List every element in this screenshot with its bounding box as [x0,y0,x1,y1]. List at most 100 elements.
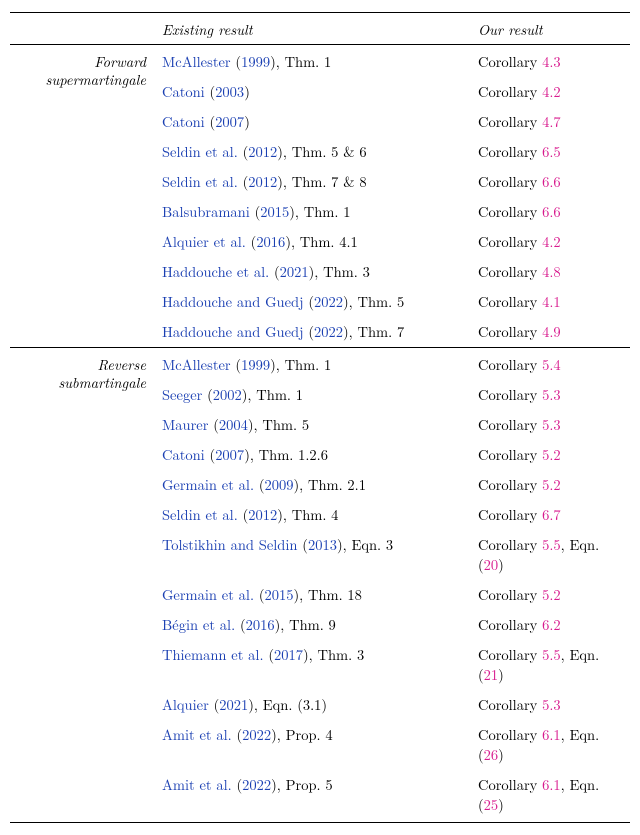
citation-author[interactable]: Haddouche et al. [162,262,269,282]
corollary-ref[interactable]: 5.2 [542,585,561,605]
citation-author[interactable]: Alquier et al. [162,232,246,252]
existing-result-cell: Catoni (2003) [154,77,470,107]
citation-year[interactable]: 2015 [264,585,293,605]
corollary-ref[interactable]: 21 [484,665,499,685]
citation-author[interactable]: Germain et al. [162,585,254,605]
citation-author[interactable]: Catoni [162,82,205,102]
corollary-ref[interactable]: 25 [484,795,499,815]
corollary-ref[interactable]: 4.3 [542,52,561,72]
our-result-cell: Corollary 6.7 [470,500,630,530]
citation-author[interactable]: Alquier [162,695,209,715]
citation-author[interactable]: Seldin et al. [162,172,238,192]
our-result-cell: Corollary 4.9 [470,317,630,348]
citation-year[interactable]: 2004 [219,415,248,435]
citation-year[interactable]: 2021 [219,695,248,715]
citation-year[interactable]: 2002 [213,385,242,405]
corollary-ref[interactable]: 6.2 [542,615,561,635]
corollary-ref[interactable]: 5.5 [542,535,561,555]
citation-author[interactable]: Germain et al. [162,475,254,495]
citation-year[interactable]: 2021 [280,262,309,282]
citation-author[interactable]: Amit et al. [162,725,232,745]
existing-result-cell: McAllester (1999), Thm. 1 [154,350,470,380]
citation-author[interactable]: Balsubramani [162,202,250,222]
group-label-line: Forward [18,53,146,71]
table-row: ReversesubmartingaleMcAllester (1999), T… [10,350,630,380]
citation-year[interactable]: 2012 [248,505,277,525]
corollary-ref[interactable]: 5.4 [542,355,561,375]
corollary-ref[interactable]: 5.2 [542,475,561,495]
citation-author[interactable]: Seldin et al. [162,142,238,162]
corollary-ref[interactable]: 5.2 [542,445,561,465]
citation-year[interactable]: 2022 [314,292,343,312]
citation-year[interactable]: 2007 [215,112,244,132]
corollary-ref[interactable]: 6.1 [542,725,561,745]
corollary-ref[interactable]: 4.2 [542,82,561,102]
corollary-ref[interactable]: 4.2 [542,232,561,252]
table-row: ForwardsupermartingaleMcAllester (1999),… [10,47,630,77]
citation-year[interactable]: 1999 [241,355,270,375]
corollary-ref[interactable]: 5.5 [542,645,561,665]
citation-year[interactable]: 2003 [215,82,244,102]
citation-author[interactable]: Catoni [162,112,205,132]
existing-result-cell: Alquier (2021), Eqn. (3.1) [154,690,470,720]
citation-author[interactable]: Haddouche and Guedj [162,292,304,312]
our-result-cell: Corollary 5.4 [470,350,630,380]
corollary-ref[interactable]: 5.3 [542,415,561,435]
corollary-ref[interactable]: 5.3 [542,695,561,715]
corollary-ref[interactable]: 20 [484,555,499,575]
citation-year[interactable]: 2022 [242,775,271,795]
citation-year[interactable]: 2009 [264,475,293,495]
corollary-ref[interactable]: 4.8 [542,262,561,282]
citation-year[interactable]: 2007 [215,445,244,465]
existing-result-cell: Catoni (2007) [154,107,470,137]
our-result-cell: Corollary 5.5, Eqn. (20) [470,530,630,580]
citation-author[interactable]: Bégin et al. [162,615,235,635]
corollary-ref[interactable]: 6.7 [542,505,561,525]
corollary-ref[interactable]: 6.1 [542,775,561,795]
corollary-ref[interactable]: 4.7 [542,112,561,132]
corollary-ref[interactable]: 4.9 [542,322,561,342]
existing-result-cell: Amit et al. (2022), Prop. 5 [154,770,470,820]
citation-year[interactable]: 2022 [314,322,343,342]
citation-author[interactable]: Tolstikhin and Seldin [162,535,297,555]
corollary-ref[interactable]: 6.5 [542,142,561,162]
group-label-line: submartingale [18,374,146,392]
citation-author[interactable]: McAllester [162,355,231,375]
corollary-ref[interactable]: 6.6 [542,172,561,192]
existing-result-cell: Tolstikhin and Seldin (2013), Eqn. 3 [154,530,470,580]
corollary-ref[interactable]: 4.1 [542,292,561,312]
our-result-cell: Corollary 6.5 [470,137,630,167]
existing-result-cell: Maurer (2004), Thm. 5 [154,410,470,440]
citation-author[interactable]: Maurer [162,415,208,435]
citation-author[interactable]: Haddouche and Guedj [162,322,304,342]
citation-year[interactable]: 2022 [242,725,271,745]
header-group [10,15,154,45]
corollary-ref[interactable]: 26 [484,745,499,765]
existing-result-cell: Seldin et al. (2012), Thm. 7 & 8 [154,167,470,197]
citation-author[interactable]: Seldin et al. [162,505,238,525]
citation-year[interactable]: 2013 [308,535,337,555]
citation-author[interactable]: Thiemann et al. [162,645,264,665]
citation-author[interactable]: Catoni [162,445,205,465]
citation-year[interactable]: 2012 [248,142,277,162]
citation-author[interactable]: McAllester [162,52,231,72]
our-result-cell: Corollary 4.3 [470,47,630,77]
existing-result-cell: Haddouche and Guedj (2022), Thm. 5 [154,287,470,317]
citation-year[interactable]: 2016 [256,232,285,252]
our-result-cell: Corollary 6.6 [470,197,630,227]
corollary-ref[interactable]: 6.6 [542,202,561,222]
corollary-ref[interactable]: 5.3 [542,385,561,405]
existing-result-cell: Balsubramani (2015), Thm. 1 [154,197,470,227]
citation-year[interactable]: 2015 [260,202,289,222]
existing-result-cell: Catoni (2007), Thm. 1.2.6 [154,440,470,470]
citation-year[interactable]: 2012 [248,172,277,192]
group-label-line: Reverse [18,356,146,374]
existing-result-cell: Amit et al. (2022), Prop. 4 [154,720,470,770]
citation-year[interactable]: 1999 [241,52,270,72]
existing-result-cell: McAllester (1999), Thm. 1 [154,47,470,77]
citation-year[interactable]: 2017 [274,645,303,665]
citation-author[interactable]: Seeger [162,385,202,405]
citation-year[interactable]: 2016 [246,615,275,635]
citation-author[interactable]: Amit et al. [162,775,232,795]
existing-result-cell: Seldin et al. (2012), Thm. 5 & 6 [154,137,470,167]
